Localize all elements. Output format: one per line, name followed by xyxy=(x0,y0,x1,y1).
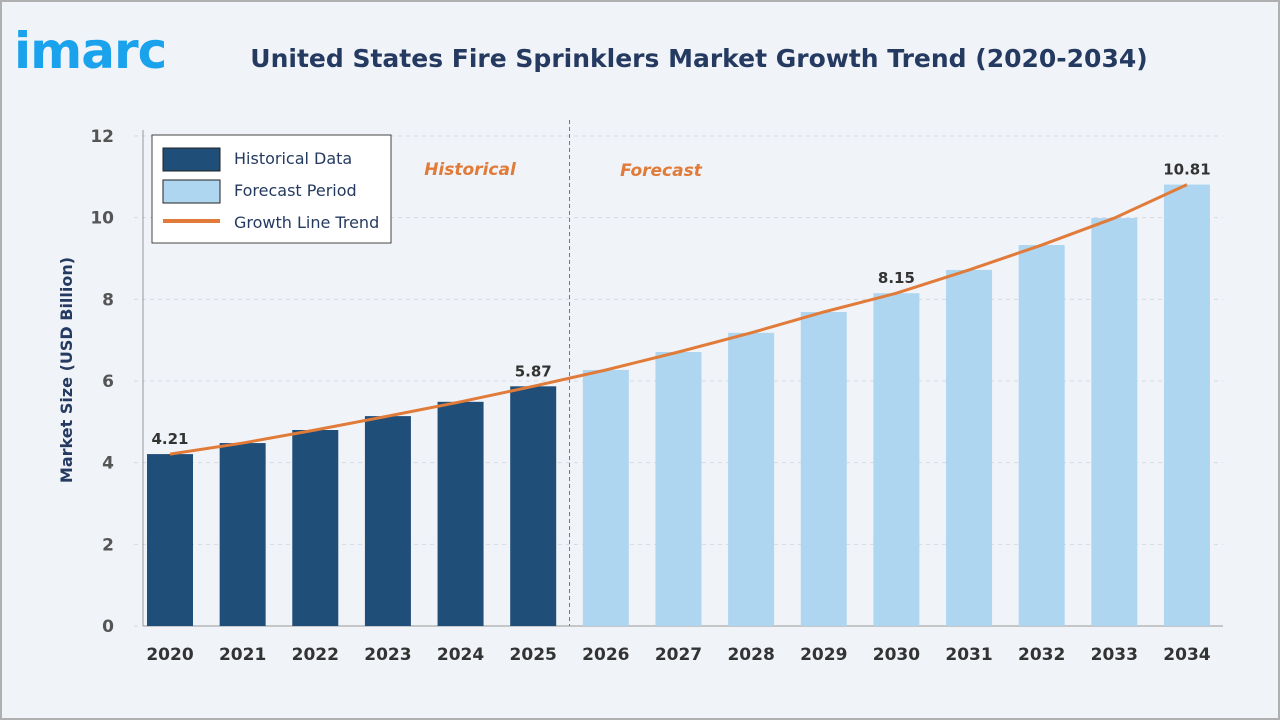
chart-title: United States Fire Sprinklers Market Gro… xyxy=(250,44,1148,73)
bar-2027 xyxy=(655,352,702,626)
data-label: 5.87 xyxy=(515,362,552,380)
y-axis-label: Market Size (USD Billion) xyxy=(57,257,76,483)
x-tick-label: 2025 xyxy=(510,645,557,665)
bar-2031 xyxy=(946,269,993,626)
bar-2021 xyxy=(219,443,266,626)
bar-2022 xyxy=(292,430,339,626)
y-tick-label: 4 xyxy=(102,454,114,474)
legend-swatch-historical xyxy=(162,147,221,172)
bar-2033 xyxy=(1091,218,1138,626)
x-tick-label: 2033 xyxy=(1091,645,1138,665)
bar-2030 xyxy=(873,293,920,626)
y-tick-label: 6 xyxy=(102,372,114,392)
x-tick-label: 2030 xyxy=(873,645,920,665)
bar-2026 xyxy=(582,369,629,626)
imarc-logo: imarc xyxy=(14,22,167,80)
y-tick-label: 12 xyxy=(90,127,114,147)
legend-label: Historical Data xyxy=(234,149,352,168)
y-tick-label: 2 xyxy=(102,535,114,555)
bar-2025 xyxy=(510,386,557,626)
bar-2023 xyxy=(364,416,411,626)
historical-region-label: Historical xyxy=(424,160,517,180)
y-tick-label: 0 xyxy=(102,617,114,637)
bar-2034 xyxy=(1163,184,1210,626)
y-tick-label: 10 xyxy=(90,209,114,229)
x-tick-label: 2031 xyxy=(945,645,992,665)
x-tick-label: 2022 xyxy=(292,645,339,665)
bar-2020 xyxy=(147,454,193,626)
bar-2029 xyxy=(800,311,847,626)
data-label: 4.21 xyxy=(151,430,188,448)
x-tick-label: 2027 xyxy=(655,645,702,665)
bar-2028 xyxy=(728,332,775,626)
y-tick-label: 8 xyxy=(102,290,114,310)
data-label: 10.81 xyxy=(1163,161,1210,179)
x-tick-label: 2034 xyxy=(1163,645,1210,665)
x-tick-label: 2032 xyxy=(1018,645,1065,665)
data-label: 8.15 xyxy=(878,269,915,287)
x-tick-label: 2026 xyxy=(582,645,629,665)
legend-swatch-forecast xyxy=(162,179,221,204)
x-tick-label: 2023 xyxy=(364,645,411,665)
x-tick-label: 2029 xyxy=(800,645,847,665)
legend-label: Forecast Period xyxy=(234,181,357,200)
bar-2032 xyxy=(1018,245,1065,626)
bar-2024 xyxy=(437,401,484,626)
x-tick-label: 2020 xyxy=(146,645,193,665)
legend-label: Growth Line Trend xyxy=(234,213,379,232)
x-tick-label: 2021 xyxy=(219,645,266,665)
x-tick-label: 2024 xyxy=(437,645,484,665)
x-tick-label: 2028 xyxy=(727,645,774,665)
growth-trend-line xyxy=(169,183,1188,456)
forecast-region-label: Forecast xyxy=(620,161,703,181)
